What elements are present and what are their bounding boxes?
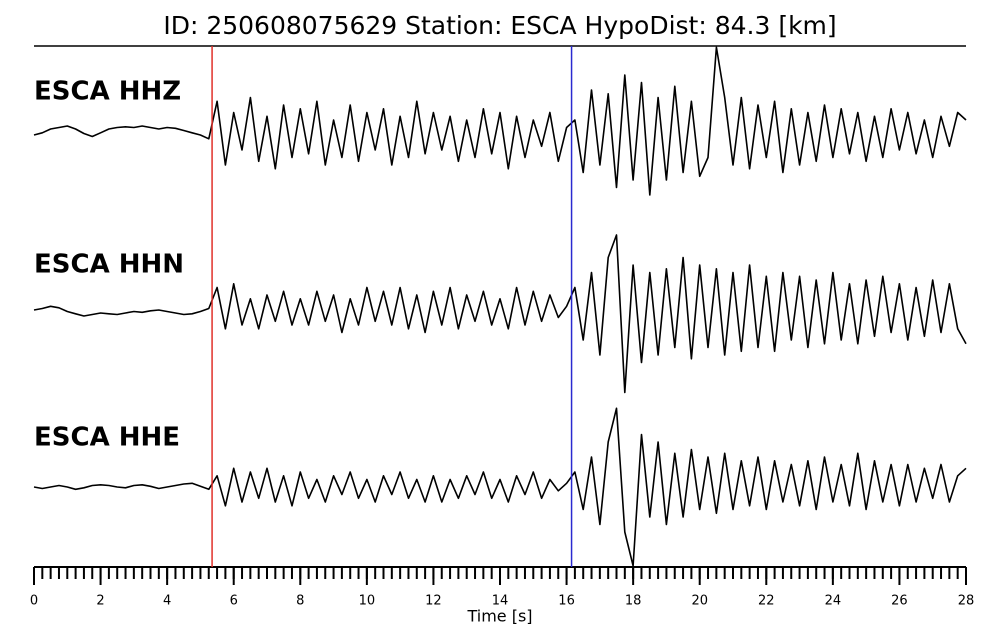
chart-title: ID: 250608075629 Station: ESCA HypoDist:… bbox=[163, 11, 836, 40]
trace-label: ESCA HHN bbox=[34, 250, 184, 280]
x-tick-label: 16 bbox=[558, 594, 575, 609]
x-tick-label: 4 bbox=[163, 594, 171, 609]
waveform-trace bbox=[33, 407, 967, 567]
x-tick-label: 8 bbox=[296, 594, 304, 609]
x-tick-label: 2 bbox=[96, 594, 104, 609]
trace-label: ESCA HHZ bbox=[34, 77, 181, 107]
x-tick-label: 0 bbox=[30, 594, 38, 609]
x-tick-label: 14 bbox=[492, 594, 509, 609]
x-tick-label: 26 bbox=[891, 594, 908, 609]
waveform-trace bbox=[33, 46, 967, 196]
x-tick-label: 28 bbox=[958, 594, 975, 609]
x-tick-label: 6 bbox=[230, 594, 238, 609]
x-tick-label: 24 bbox=[825, 594, 842, 609]
x-tick-label: 18 bbox=[625, 594, 642, 609]
waveform-trace bbox=[33, 234, 967, 394]
x-tick-label: 22 bbox=[758, 594, 775, 609]
x-tick-label: 12 bbox=[425, 594, 442, 609]
trace-label: ESCA HHE bbox=[34, 423, 180, 453]
x-tick-label: 10 bbox=[359, 594, 376, 609]
x-axis-label: Time [s] bbox=[466, 607, 532, 626]
x-tick-label: 20 bbox=[691, 594, 708, 609]
